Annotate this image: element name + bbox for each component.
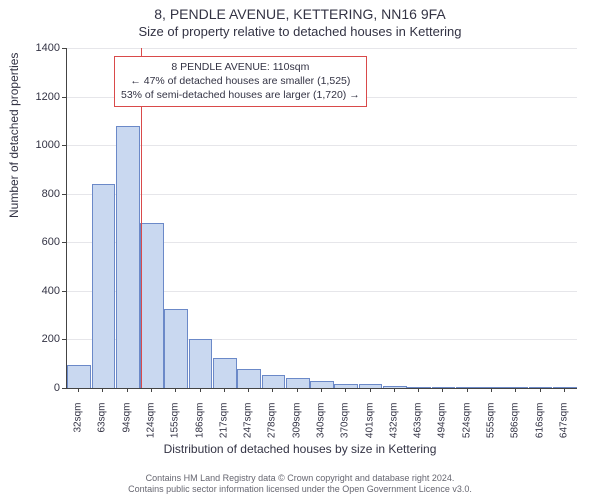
xtick-mark: [540, 388, 541, 392]
bar: [116, 126, 140, 388]
annotation-line: 8 PENDLE AVENUE: 110sqm: [121, 60, 360, 74]
bar: [140, 223, 164, 388]
bar: [189, 339, 213, 388]
ytick-label: 1200: [10, 91, 60, 103]
annotation-line: 53% of semi-detached houses are larger (…: [121, 88, 360, 102]
ytick-label: 1000: [10, 139, 60, 151]
xtick-mark: [442, 388, 443, 392]
xtick-mark: [321, 388, 322, 392]
xtick-mark: [200, 388, 201, 392]
xtick-mark: [345, 388, 346, 392]
xtick-mark: [102, 388, 103, 392]
bar: [456, 387, 480, 388]
bar: [310, 381, 334, 388]
xtick-mark: [418, 388, 419, 392]
xtick-mark: [248, 388, 249, 392]
xtick-mark: [394, 388, 395, 392]
bar: [262, 375, 286, 388]
chart-container: 8, PENDLE AVENUE, KETTERING, NN16 9FA Si…: [0, 0, 600, 500]
xtick-mark: [515, 388, 516, 392]
ytick-label: 400: [10, 285, 60, 297]
bar: [92, 184, 116, 388]
gridline: [67, 194, 577, 195]
bar: [286, 378, 310, 388]
xtick-mark: [491, 388, 492, 392]
gridline: [67, 145, 577, 146]
ytick-label: 0: [10, 382, 60, 394]
xtick-mark: [224, 388, 225, 392]
bar: [213, 358, 237, 388]
xtick-mark: [467, 388, 468, 392]
footer-line: Contains public sector information licen…: [0, 484, 600, 496]
xtick-mark: [175, 388, 176, 392]
bar: [67, 365, 91, 388]
x-axis-label: Distribution of detached houses by size …: [0, 442, 600, 456]
bar: [553, 387, 577, 388]
xtick-mark: [78, 388, 79, 392]
ytick-label: 600: [10, 236, 60, 248]
footer-line: Contains HM Land Registry data © Crown c…: [0, 473, 600, 485]
ytick-label: 800: [10, 188, 60, 200]
xtick-mark: [272, 388, 273, 392]
footer-attribution: Contains HM Land Registry data © Crown c…: [0, 473, 600, 496]
xtick-mark: [564, 388, 565, 392]
bar: [383, 386, 407, 388]
xtick-mark: [297, 388, 298, 392]
bar: [164, 309, 188, 388]
ytick-label: 1400: [10, 42, 60, 54]
gridline: [67, 48, 577, 49]
annotation-line: ← 47% of detached houses are smaller (1,…: [121, 74, 360, 88]
chart-title: 8, PENDLE AVENUE, KETTERING, NN16 9FA: [0, 6, 600, 22]
ytick-label: 200: [10, 333, 60, 345]
annotation-box: 8 PENDLE AVENUE: 110sqm ← 47% of detache…: [114, 56, 367, 107]
xtick-mark: [151, 388, 152, 392]
bar: [237, 369, 261, 388]
chart-subtitle: Size of property relative to detached ho…: [0, 24, 600, 39]
xtick-mark: [370, 388, 371, 392]
xtick-mark: [127, 388, 128, 392]
